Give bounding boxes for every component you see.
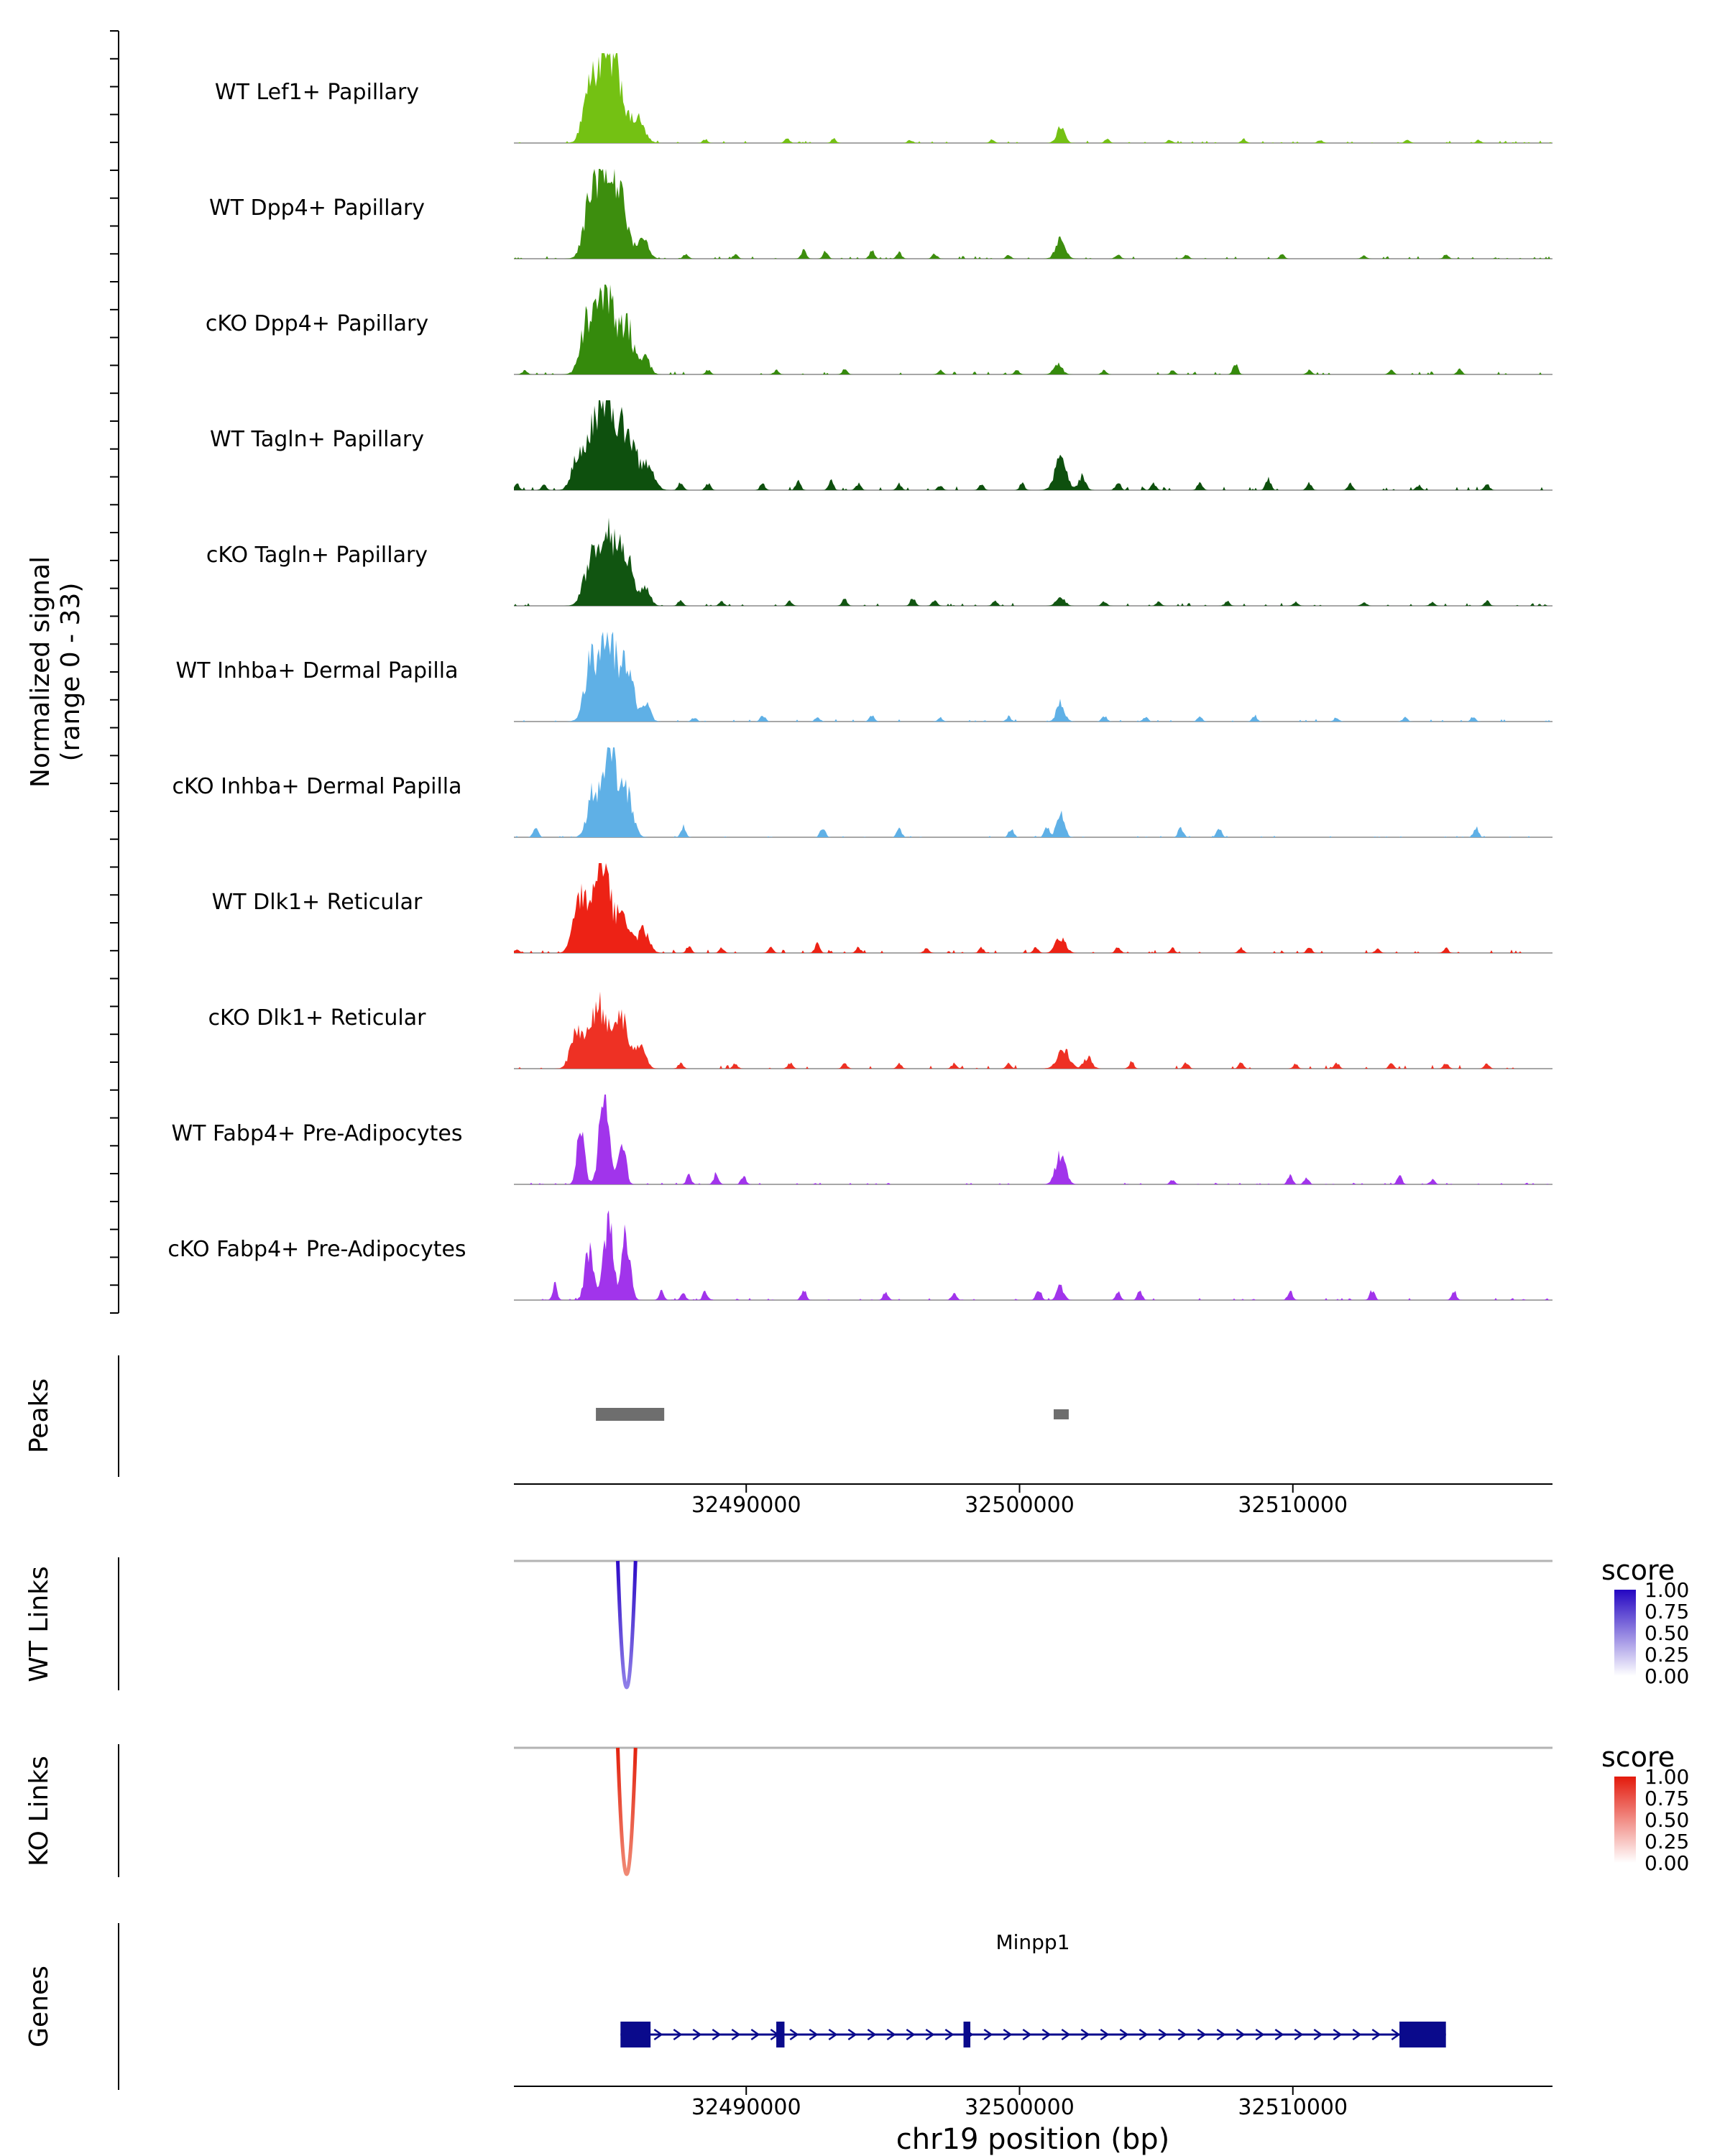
gene-strand-arrow-icon — [906, 2028, 916, 2041]
coverage-area — [514, 747, 1552, 837]
gene-strand-arrow-icon — [925, 2028, 935, 2041]
x-tick-label: 32490000 — [691, 1493, 801, 1518]
gene-name-label: Minpp1 — [995, 1930, 1070, 1954]
gene-strand-arrow-icon — [1197, 2028, 1207, 2041]
score-colorbar — [1614, 1590, 1636, 1676]
gene-strand-arrow-icon — [1158, 2028, 1168, 2041]
gene-strand-arrow-icon — [1255, 2028, 1265, 2041]
gene-strand-arrow-icon — [1274, 2028, 1284, 2041]
x-tick-label: 32500000 — [965, 1493, 1075, 1518]
wt-score-legend-title: score — [1601, 1554, 1675, 1586]
peak-region — [596, 1408, 665, 1421]
gene-strand-arrow-icon — [1391, 2028, 1401, 2041]
gene-strand-arrow-icon — [1022, 2028, 1032, 2041]
coverage-area — [514, 517, 1552, 606]
x-axis-title: chr19 position (bp) — [896, 2123, 1170, 2156]
peaks-section-label: Peaks — [24, 1378, 54, 1453]
chromatin-link — [616, 1560, 638, 1690]
coverage-area — [514, 400, 1552, 490]
score-legend-tick-label: 0.25 — [1644, 1643, 1689, 1667]
ko-score-legend-title: score — [1601, 1741, 1675, 1773]
score-legend-tick-label: 0.75 — [1644, 1787, 1689, 1810]
x-tick-label: 32510000 — [1238, 1493, 1348, 1518]
score-legend-tick-label: 0.25 — [1644, 1830, 1689, 1853]
gene-strand-arrow-icon — [1177, 2028, 1187, 2041]
genes-section-label: Genes — [24, 1966, 54, 2047]
track-label: cKO Dlk1+ Reticular — [208, 1005, 427, 1031]
gene-strand-arrow-icon — [692, 2028, 702, 2041]
score-legend-tick-label: 0.00 — [1644, 1851, 1689, 1875]
track-label: cKO Fabp4+ Pre-Adipocytes — [167, 1237, 466, 1262]
gene-strand-arrow-icon — [1119, 2028, 1129, 2041]
coverage-area — [514, 632, 1552, 722]
gene-strand-arrow-icon — [1100, 2028, 1110, 2041]
peak-region — [1054, 1409, 1069, 1419]
score-legend-tick-label: 0.75 — [1644, 1600, 1689, 1623]
gene-strand-arrow-icon — [1216, 2028, 1226, 2041]
track-label: cKO Tagln+ Papillary — [206, 543, 428, 568]
track-label: WT Dlk1+ Reticular — [212, 890, 423, 915]
gene-strand-arrow-icon — [1352, 2028, 1362, 2041]
gene-strand-arrow-icon — [1003, 2028, 1013, 2041]
score-legend-tick-label: 1.00 — [1644, 1765, 1689, 1789]
y-axis-label-line1: Normalized signal — [26, 556, 55, 788]
track-label: cKO Dpp4+ Papillary — [206, 311, 428, 336]
gene-strand-arrow-icon — [1313, 2028, 1323, 2041]
gene-strand-arrow-icon — [653, 2028, 663, 2041]
gene-strand-arrow-icon — [1371, 2028, 1381, 2041]
track-label: WT Lef1+ Papillary — [215, 80, 419, 105]
score-legend-tick-label: 1.00 — [1644, 1578, 1689, 1602]
x-tick-label: 32500000 — [965, 2095, 1075, 2120]
gene-exon — [1399, 2022, 1446, 2047]
coverage-area — [514, 285, 1552, 374]
score-legend-tick-label: 0.50 — [1644, 1808, 1689, 1832]
gene-strand-arrow-icon — [1138, 2028, 1149, 2041]
gene-exon — [963, 2022, 971, 2047]
score-legend-tick-label: 0.00 — [1644, 1664, 1689, 1688]
gene-strand-arrow-icon — [847, 2028, 857, 2041]
coverage-area — [514, 991, 1552, 1069]
track-label: WT Inhba+ Dermal Papilla — [176, 658, 459, 683]
x-tick-label: 32510000 — [1238, 2095, 1348, 2120]
gene-strand-arrow-icon — [983, 2028, 993, 2041]
track-label: cKO Inhba+ Dermal Papilla — [172, 774, 461, 799]
gene-strand-arrow-icon — [809, 2028, 819, 2041]
gene-strand-arrow-icon — [944, 2028, 954, 2041]
gene-strand-arrow-icon — [750, 2028, 760, 2041]
gene-strand-arrow-icon — [789, 2028, 799, 2041]
track-label: WT Dpp4+ Papillary — [209, 195, 425, 221]
gene-strand-arrow-icon — [886, 2028, 896, 2041]
dynamic-plot-content: WT Lef1+ Papillary WT Dpp4+ Papillary cKO … — [110, 30, 1689, 2120]
coverage-area — [514, 53, 1552, 143]
score-colorbar — [1614, 1777, 1636, 1863]
gene-strand-arrow-icon — [867, 2028, 877, 2041]
chromatin-link — [616, 1747, 638, 1876]
gene-strand-arrow-icon — [1041, 2028, 1052, 2041]
score-legend-tick-label: 0.50 — [1644, 1621, 1689, 1645]
coverage-area — [514, 169, 1552, 259]
y-axis-label-line2: (range 0 - 33) — [56, 583, 86, 762]
track-label: WT Tagln+ Papillary — [210, 427, 424, 452]
gene-strand-arrow-icon — [1061, 2028, 1071, 2041]
wt-links-section-label: WT Links — [24, 1566, 54, 1682]
track-label: WT Fabp4+ Pre-Adipocytes — [172, 1121, 463, 1146]
gene-exon — [776, 2022, 785, 2047]
coverage-area — [514, 1095, 1552, 1184]
coverage-area — [514, 863, 1552, 953]
gene-strand-arrow-icon — [731, 2028, 741, 2041]
gene-strand-arrow-icon — [1333, 2028, 1343, 2041]
gene-strand-arrow-icon — [673, 2028, 683, 2041]
coverage-area — [514, 1210, 1552, 1300]
gene-exon — [620, 2022, 651, 2047]
gene-strand-arrow-icon — [828, 2028, 838, 2041]
ko-links-section-label: KO Links — [24, 1756, 54, 1866]
x-tick-label: 32490000 — [691, 2095, 801, 2120]
gene-strand-arrow-icon — [712, 2028, 722, 2041]
gene-strand-arrow-icon — [1294, 2028, 1304, 2041]
gene-strand-arrow-icon — [1080, 2028, 1090, 2041]
gene-strand-arrow-icon — [1236, 2028, 1246, 2041]
